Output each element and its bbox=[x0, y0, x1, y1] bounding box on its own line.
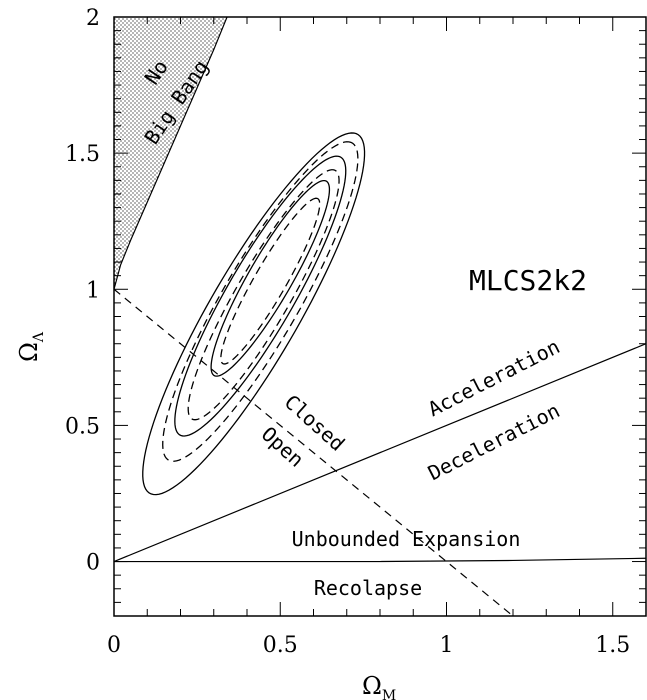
x-tick-label: 1 bbox=[440, 633, 454, 658]
contour-solid-inner bbox=[210, 179, 331, 377]
y-tick-label: 2 bbox=[86, 6, 100, 31]
y-tick-label: 0.5 bbox=[65, 414, 100, 439]
recollapse-label: Recolapse bbox=[314, 576, 422, 600]
unbounded-expansion-label: Unbounded Expansion bbox=[292, 527, 521, 551]
model-label: MLCS2k2 bbox=[469, 264, 587, 297]
contour-solid-middle bbox=[174, 155, 347, 437]
y-tick-label: 0 bbox=[86, 551, 100, 576]
contour-dashed-outer bbox=[162, 141, 359, 462]
y-tick-label: 1 bbox=[86, 278, 100, 303]
no-big-bang-region bbox=[114, 17, 228, 290]
x-tick-label: 0 bbox=[107, 633, 121, 658]
contour-solid-outer bbox=[142, 132, 366, 496]
y-axis-label: ΩΛ bbox=[15, 331, 47, 362]
no-big-bang-boundary-line bbox=[113, 16, 228, 290]
flat-universe-line bbox=[113, 288, 514, 617]
x-axis-label: ΩM bbox=[362, 672, 396, 700]
x-tick-label: 1.5 bbox=[595, 633, 630, 658]
contour-dashed-middle bbox=[187, 169, 340, 421]
acceleration-boundary-line bbox=[113, 343, 647, 563]
y-tick-label: 1.5 bbox=[65, 142, 100, 167]
plot-frame bbox=[113, 16, 647, 617]
x-tick-label: 0.5 bbox=[263, 633, 298, 658]
unbounded-boundary-line bbox=[114, 557, 647, 563]
open-label: Open bbox=[257, 422, 309, 472]
contour-dashed-inner bbox=[220, 197, 321, 365]
